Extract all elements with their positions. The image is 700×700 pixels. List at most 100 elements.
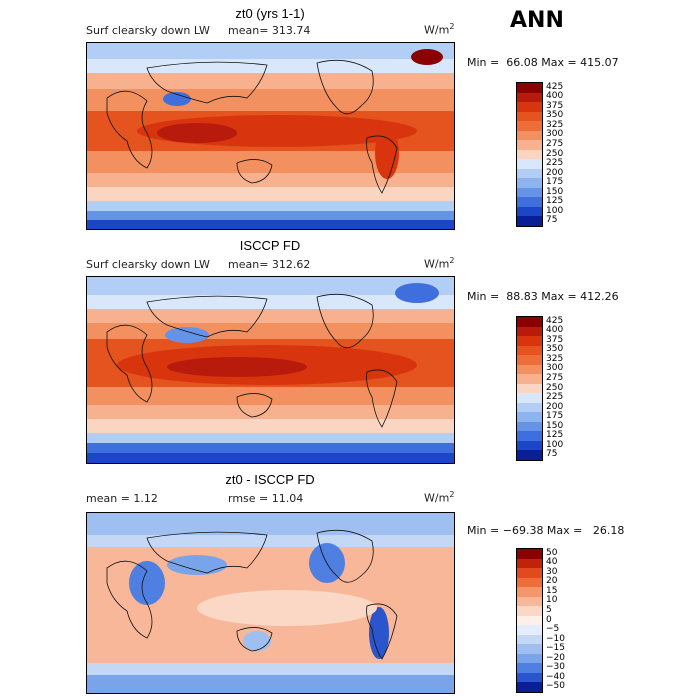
- colorbar-tick-label: −30: [546, 662, 565, 673]
- colorbar-tick-label: 100: [546, 439, 564, 450]
- colorbar-swatch: [517, 130, 542, 141]
- colorbar-swatch: [517, 197, 542, 207]
- colorbar-swatch: [517, 663, 542, 673]
- panel1-colorbar: [516, 82, 543, 227]
- colorbar-tick-label: 150: [546, 420, 564, 431]
- colorbar-swatch: [517, 558, 542, 569]
- colorbar-swatch: [517, 336, 542, 346]
- colorbar-swatch: [517, 374, 542, 384]
- colorbar-tick-label: −20: [546, 652, 565, 663]
- panel3-map: [86, 512, 455, 694]
- colorbar-swatch: [517, 431, 542, 441]
- panel1-units: W/m2: [424, 22, 455, 37]
- colorbar-tick-label: 200: [546, 167, 564, 178]
- colorbar-swatch: [517, 682, 542, 692]
- colorbar-tick-label: 325: [546, 353, 564, 364]
- colorbar-tick-label: 175: [546, 177, 564, 188]
- colorbar-tick-label: −40: [546, 671, 565, 682]
- colorbar-tick-label: 325: [546, 119, 564, 130]
- panel2-mean: mean= 312.62: [228, 258, 311, 271]
- colorbar-swatch: [517, 440, 542, 451]
- colorbar-swatch: [517, 355, 542, 365]
- panel1-mean: mean= 313.74: [228, 24, 311, 37]
- panel2-units: W/m2: [424, 256, 455, 271]
- colorbar-tick-label: 375: [546, 100, 564, 111]
- colorbar-tick-label: 10: [546, 595, 558, 606]
- colorbar-swatch: [517, 549, 542, 559]
- panel1-variable-label: Surf clearsky down LW: [86, 24, 210, 37]
- colorbar-swatch: [517, 606, 542, 616]
- colorbar-swatch: [517, 92, 542, 103]
- panel3-title: zt0 - ISCCP FD: [225, 472, 315, 487]
- colorbar-tick-label: 300: [546, 363, 564, 374]
- colorbar-tick-label: 425: [546, 81, 564, 92]
- colorbar-tick-label: 100: [546, 205, 564, 216]
- colorbar-tick-label: 275: [546, 372, 564, 383]
- panel1-title: zt0 (yrs 1-1): [235, 6, 305, 21]
- colorbar-tick-label: 0: [546, 614, 552, 625]
- panel3-colorbar-labels: 50 40 30 20 15 10 5 0 −5 −10 −15 −20 −30 −40 −50: [546, 548, 586, 691]
- colorbar-swatch: [517, 596, 542, 607]
- colorbar-tick-label: −15: [546, 643, 565, 654]
- colorbar-tick-label: −50: [546, 681, 565, 692]
- colorbar-tick-label: 5: [546, 604, 552, 615]
- colorbar-swatch: [517, 187, 542, 198]
- colorbar-swatch: [517, 326, 542, 337]
- colorbar-swatch: [517, 216, 542, 226]
- colorbar-tick-label: 350: [546, 344, 564, 355]
- colorbar-tick-label: 75: [546, 449, 558, 460]
- panel3-colorbar: [516, 548, 543, 693]
- colorbar-tick-label: 175: [546, 411, 564, 422]
- panel3-mean: mean = 1.12: [86, 492, 158, 505]
- colorbar-swatch: [517, 577, 542, 588]
- colorbar-tick-label: 250: [546, 148, 564, 159]
- colorbar-swatch: [517, 421, 542, 432]
- colorbar-swatch: [517, 615, 542, 626]
- panel2-variable-label: Surf clearsky down LW: [86, 258, 210, 271]
- colorbar-swatch: [517, 402, 542, 413]
- panel2-map: [86, 276, 455, 464]
- colorbar-tick-label: 40: [546, 557, 558, 568]
- panel1-map: [86, 42, 455, 230]
- colorbar-tick-label: 125: [546, 430, 564, 441]
- colorbar-tick-label: 30: [546, 566, 558, 577]
- colorbar-tick-label: 225: [546, 392, 564, 403]
- colorbar-swatch: [517, 121, 542, 131]
- panel2-colorbar-labels: 425 400 375 350 325 300 275 250 225 200 175 150 125 1…: [546, 316, 586, 459]
- colorbar-tick-label: 20: [546, 576, 558, 587]
- colorbar-tick-label: 200: [546, 401, 564, 412]
- panel2-title: ISCCP FD: [239, 238, 301, 253]
- colorbar-swatch: [517, 102, 542, 112]
- colorbar-swatch: [517, 317, 542, 327]
- colorbar-tick-label: 250: [546, 382, 564, 393]
- panel1-colorbar-labels: 425 400 375 350 325 300 275 250 225 200 175 150 125 1…: [546, 82, 586, 225]
- colorbar-swatch: [517, 412, 542, 422]
- colorbar-tick-label: 425: [546, 315, 564, 326]
- colorbar-tick-label: 400: [546, 91, 564, 102]
- colorbar-tick-label: 225: [546, 158, 564, 169]
- panel2-minmax: Min = 88.83 Max = 412.26: [467, 290, 619, 303]
- colorbar-tick-label: 150: [546, 186, 564, 197]
- colorbar-swatch: [517, 450, 542, 460]
- season-title: ANN: [510, 8, 564, 33]
- colorbar-swatch: [517, 587, 542, 597]
- colorbar-swatch: [517, 168, 542, 179]
- colorbar-tick-label: 50: [546, 547, 558, 558]
- colorbar-swatch: [517, 159, 542, 169]
- panel2-colorbar: [516, 316, 543, 461]
- colorbar-swatch: [517, 206, 542, 217]
- colorbar-swatch: [517, 83, 542, 93]
- colorbar-tick-label: 75: [546, 215, 558, 226]
- panel1-minmax: Min = 66.08 Max = 415.07: [467, 56, 619, 69]
- colorbar-swatch: [517, 644, 542, 654]
- colorbar-tick-label: 350: [546, 110, 564, 121]
- colorbar-tick-label: 275: [546, 138, 564, 149]
- colorbar-tick-label: 300: [546, 129, 564, 140]
- colorbar-swatch: [517, 634, 542, 645]
- panel3-rmse: rmse = 11.04: [228, 492, 304, 505]
- colorbar-swatch: [517, 653, 542, 664]
- colorbar-tick-label: 125: [546, 196, 564, 207]
- colorbar-tick-label: 400: [546, 325, 564, 336]
- colorbar-swatch: [517, 625, 542, 635]
- colorbar-swatch: [517, 149, 542, 160]
